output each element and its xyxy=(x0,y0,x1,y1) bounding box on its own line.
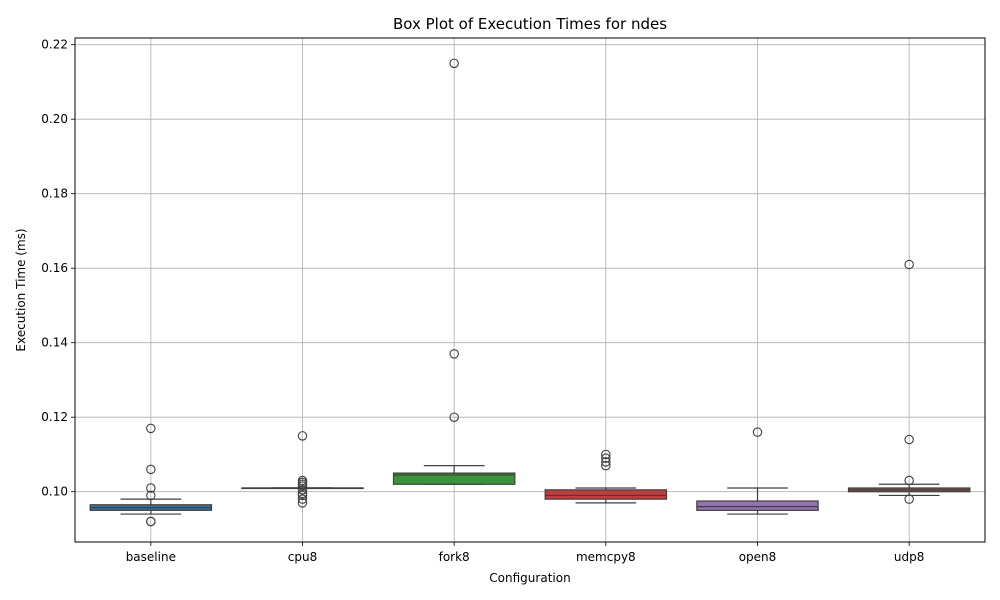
outlier-point xyxy=(297,485,308,495)
outlier-point xyxy=(601,453,611,463)
box-group-udp8 xyxy=(847,259,971,504)
box-iqr xyxy=(392,472,516,485)
x-tick-label-cpu8: cpu8 xyxy=(288,550,317,564)
outlier-point xyxy=(601,457,611,467)
outlier-point xyxy=(146,490,156,501)
x-tick-label-open8: open8 xyxy=(739,550,777,564)
box-group-open8 xyxy=(696,427,819,515)
box-iqr xyxy=(544,489,668,500)
x-tick-label-udp8: udp8 xyxy=(894,550,924,564)
y-tick-label: 0.14 xyxy=(41,336,68,350)
outlier-point xyxy=(904,259,914,270)
x-axis-label: Configuration xyxy=(489,571,570,585)
outlier-point xyxy=(449,58,459,69)
box-group-cpu8 xyxy=(241,431,364,508)
outlier-point xyxy=(601,460,611,471)
x-tick-label-baseline: baseline xyxy=(126,550,176,564)
outlier-point xyxy=(297,494,308,504)
outlier-point xyxy=(449,349,459,359)
outlier-point xyxy=(146,483,156,493)
outlier-point xyxy=(146,464,156,475)
outlier-point xyxy=(904,434,914,445)
outlier-point xyxy=(297,481,308,491)
y-tick-label: 0.22 xyxy=(41,38,68,52)
x-tick-label-memcpy8: memcpy8 xyxy=(576,550,636,564)
outlier-point xyxy=(601,449,611,460)
outlier-point xyxy=(146,516,156,527)
outlier-point xyxy=(297,498,308,508)
y-tick-label: 0.10 xyxy=(41,485,68,499)
tick-layer: 0.10 0.12 0.14 0.16 0.18 0.20 0.22 baseline cpu8… xyxy=(41,38,924,564)
box-iqr xyxy=(696,500,819,511)
y-tick-label: 0.18 xyxy=(41,187,68,201)
box-group-memcpy8 xyxy=(544,449,668,504)
y-tick-label: 0.20 xyxy=(41,112,68,126)
outlier-point xyxy=(449,412,459,422)
outlier-point xyxy=(904,494,914,504)
box-layer xyxy=(89,58,971,527)
y-axis-label: Execution Time (ms) xyxy=(14,228,28,351)
outlier-point xyxy=(297,490,308,501)
x-tick-label-fork8: fork8 xyxy=(439,550,470,564)
chart-title: Box Plot of Execution Times for ndes xyxy=(393,15,667,33)
outlier-point xyxy=(297,431,308,441)
y-tick-label: 0.16 xyxy=(41,261,68,275)
outlier-point xyxy=(904,475,914,486)
box-group-fork8 xyxy=(392,58,516,485)
y-tick-label: 0.12 xyxy=(41,410,68,424)
outlier-point xyxy=(752,427,763,437)
plot-area-frame xyxy=(74,37,986,543)
box-group-baseline xyxy=(89,423,213,527)
outlier-point xyxy=(146,423,156,434)
